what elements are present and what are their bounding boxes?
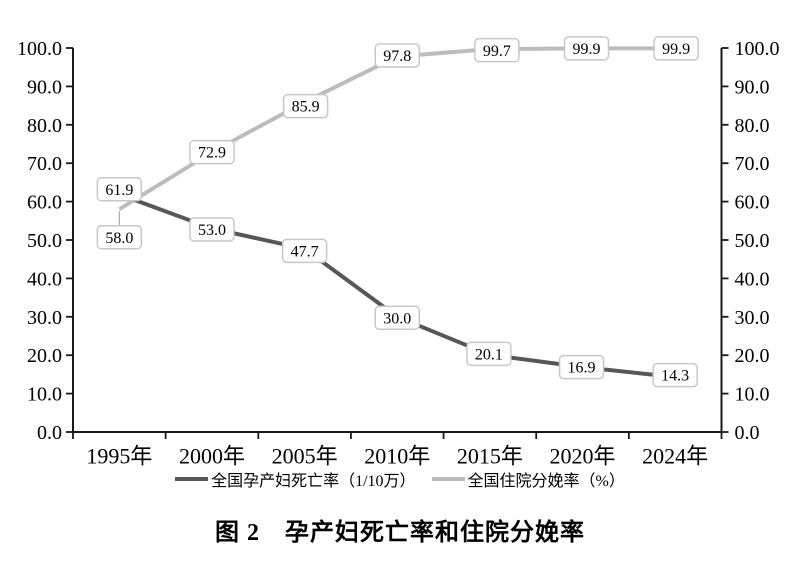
maternal-mortality-rate-label-box bbox=[281, 238, 328, 264]
hospital-delivery-rate-data-label: 72.9 bbox=[198, 145, 226, 162]
x-tick-label: 2015年 bbox=[457, 444, 523, 469]
y-tick-label-left: 30.0 bbox=[27, 307, 62, 329]
hospital-delivery-rate-data-label: 97.8 bbox=[383, 48, 411, 65]
maternal-mortality-rate-data-label: 16.9 bbox=[568, 360, 596, 377]
y-tick-label-left: 90.0 bbox=[27, 76, 62, 98]
legend-item-maternal-mortality-rate: 全国孕产妇死亡率（1/10万） bbox=[175, 467, 416, 491]
y-tick-label-right: 0.0 bbox=[735, 422, 760, 444]
maternal-mortality-rate-label-box bbox=[189, 217, 235, 242]
y-tick-label-left: 50.0 bbox=[27, 230, 62, 252]
legend-label-hospital-delivery: 全国住院分娩率（%） bbox=[467, 473, 625, 490]
y-tick-label-left: 80.0 bbox=[27, 115, 62, 137]
y-tick-label-right: 10.0 bbox=[735, 384, 770, 406]
x-tick-label: 2024年 bbox=[642, 444, 708, 469]
maternal-mortality-rate-data-label: 61.9 bbox=[105, 182, 133, 199]
y-tick-label-right: 60.0 bbox=[735, 192, 770, 214]
maternal-mortality-rate-label-box bbox=[652, 362, 698, 388]
maternal-mortality-rate-label-box bbox=[466, 341, 512, 367]
maternal-mortality-rate-data-label: 53.0 bbox=[198, 222, 226, 239]
hospital-delivery-rate-data-label: 58.0 bbox=[105, 230, 133, 247]
x-tick-label: 2020年 bbox=[550, 444, 616, 469]
x-tick-label: 2000年 bbox=[179, 444, 245, 469]
maternal-mortality-rate-data-label: 30.0 bbox=[383, 310, 411, 327]
maternal-mortality-rate-label-box bbox=[96, 177, 143, 202]
y-tick-label-right: 80.0 bbox=[735, 115, 770, 137]
y-tick-label-right: 50.0 bbox=[735, 230, 770, 252]
hospital-delivery-rate-label-box bbox=[653, 36, 699, 61]
hospital-delivery-rate-line bbox=[118, 46, 676, 211]
legend-item-hospital-delivery-rate: 全国住院分娩率（%） bbox=[431, 467, 625, 491]
hospital-delivery-rate-label-box bbox=[374, 43, 420, 68]
y-tick-label-right: 30.0 bbox=[735, 307, 770, 329]
figure-caption: 图 2 孕产妇死亡率和住院分娩率 bbox=[215, 520, 585, 546]
y-tick-label-right: 40.0 bbox=[735, 268, 770, 290]
chart-canvas: 0.0 0.0 10.0 10.0 20.0 20.0 30.0 30.0 40.0 40.0 50… bbox=[17, 36, 780, 469]
maternal-mortality-rate-label-box bbox=[558, 354, 605, 380]
y-tick-label-right: 20.0 bbox=[735, 345, 770, 367]
maternal-mortality-rate-data-label: 14.3 bbox=[661, 368, 689, 385]
chart-legend: 全国孕产妇死亡率（1/10万） 全国住院分娩率（%） bbox=[0, 467, 800, 491]
maternal-mortality-rate-data-label: 20.1 bbox=[475, 346, 503, 363]
y-tick-label-left: 0.0 bbox=[37, 422, 62, 444]
legend-line-swatch-hospital-delivery bbox=[431, 477, 465, 481]
x-tick-label: 1995年 bbox=[86, 444, 152, 469]
hospital-delivery-rate-data-label: 99.9 bbox=[662, 41, 690, 58]
legend-label-maternal-mortality: 全国孕产妇死亡率（1/10万） bbox=[211, 473, 416, 490]
hospital-delivery-rate-label-box bbox=[282, 93, 329, 119]
maternal-mortality-rate-data-label: 47.7 bbox=[291, 243, 319, 260]
hospital-delivery-rate-data-label: 99.7 bbox=[483, 43, 511, 60]
y-tick-label-right: 90.0 bbox=[735, 76, 770, 98]
y-tick-label-left: 60.0 bbox=[27, 192, 62, 214]
hospital-delivery-rate-data-label: 85.9 bbox=[292, 99, 320, 116]
x-tick-label: 2010年 bbox=[364, 444, 430, 469]
y-tick-label-left: 10.0 bbox=[27, 384, 62, 406]
legend-line-swatch-maternal-mortality bbox=[175, 477, 209, 481]
y-tick-label-left: 20.0 bbox=[27, 345, 62, 367]
y-tick-label-left: 70.0 bbox=[27, 153, 62, 175]
y-tick-label-left: 40.0 bbox=[27, 268, 62, 290]
hospital-delivery-rate-label-box bbox=[563, 36, 610, 61]
maternal-mortality-rate-label-box bbox=[374, 305, 420, 331]
hospital-delivery-rate-label-box bbox=[189, 139, 235, 165]
hospital-delivery-rate-label-box bbox=[474, 37, 520, 63]
hospital-delivery-rate-data-label: 99.9 bbox=[573, 41, 601, 58]
y-tick-label-left: 100.0 bbox=[17, 38, 62, 60]
y-tick-label-right: 70.0 bbox=[735, 153, 770, 175]
x-tick-label: 2005年 bbox=[272, 444, 338, 469]
hospital-delivery-rate-label-box bbox=[96, 225, 143, 250]
y-tick-label-right: 100.0 bbox=[735, 38, 780, 60]
